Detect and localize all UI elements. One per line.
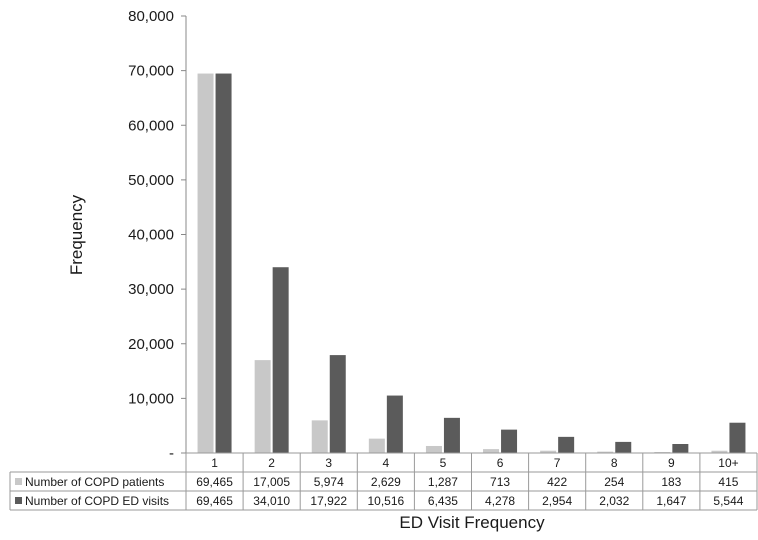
x-tick-label: 8: [611, 456, 618, 470]
data-label: 5,974: [314, 475, 344, 489]
data-label: 34,010: [253, 494, 290, 508]
data-label: 2,954: [542, 494, 572, 508]
data-label: 422: [547, 475, 567, 489]
legend-swatch: [15, 497, 22, 504]
bar-copd-ed-visits: [386, 395, 403, 453]
bar-copd-patients: [368, 438, 385, 453]
data-label: 69,465: [196, 475, 233, 489]
x-tick-label: 9: [668, 456, 675, 470]
data-label: 254: [604, 475, 624, 489]
bar-copd-patients: [597, 451, 614, 453]
bar-copd-ed-visits: [501, 429, 518, 453]
y-tick-label: 50,000: [128, 172, 174, 189]
y-tick-label: 10,000: [128, 390, 174, 407]
data-label: 10,516: [367, 494, 404, 508]
x-axis-title: ED Visit Frequency: [399, 513, 545, 532]
bar-copd-patients: [197, 73, 214, 454]
bar-copd-ed-visits: [729, 422, 746, 453]
data-label: 2,032: [599, 494, 629, 508]
y-tick-label: -: [169, 445, 174, 462]
bar-copd-ed-visits: [272, 267, 289, 453]
data-label: 69,465: [196, 494, 233, 508]
data-label: 713: [490, 475, 510, 489]
data-label: 6,435: [428, 494, 458, 508]
x-tick-label: 3: [325, 456, 332, 470]
bar-copd-ed-visits: [215, 73, 232, 454]
bar-copd-ed-visits: [615, 441, 632, 453]
legend-label: Number of COPD patients: [25, 475, 164, 489]
bar-copd-ed-visits: [443, 417, 460, 453]
data-table: 1 2 3 4 5 6 7 8 9 10+ Number of COPD patients 69,46…: [9, 452, 758, 511]
bar-copd-patients: [254, 360, 271, 453]
bar-copd-patients: [540, 450, 557, 453]
data-label: 4,278: [485, 494, 515, 508]
x-tick-label: 1: [211, 456, 218, 470]
bars: [197, 73, 746, 454]
data-label: 1,287: [428, 475, 458, 489]
data-label: 1,647: [656, 494, 686, 508]
y-tick-label: 80,000: [128, 8, 174, 25]
data-label: 17,922: [310, 494, 347, 508]
data-label: 415: [718, 475, 738, 489]
x-tick-label: 10+: [718, 456, 738, 470]
y-tick-label: 70,000: [128, 63, 174, 80]
bar-copd-patients: [483, 449, 500, 453]
legend-swatch: [15, 478, 22, 485]
bar-copd-ed-visits: [672, 444, 689, 453]
bar-copd-ed-visits: [558, 436, 575, 453]
y-axis: - 10,000 20,000 30,000 40,000 50,000 60,000 70,…: [128, 8, 187, 462]
y-axis-title: Frequency: [67, 194, 86, 275]
x-tick-label: 7: [554, 456, 561, 470]
legend-label: Number of COPD ED visits: [25, 494, 169, 508]
x-tick-label: 5: [440, 456, 447, 470]
bar-copd-patients: [425, 445, 442, 453]
x-tick-label: 6: [497, 456, 504, 470]
bar-copd-patients: [311, 420, 328, 453]
y-tick-label: 30,000: [128, 281, 174, 298]
data-label: 2,629: [371, 475, 401, 489]
y-tick-label: 60,000: [128, 117, 174, 134]
data-label: 183: [661, 475, 681, 489]
x-tick-label: 2: [268, 456, 275, 470]
data-label: 17,005: [253, 475, 290, 489]
y-tick-label: 20,000: [128, 336, 174, 353]
bar-copd-patients: [711, 450, 728, 453]
bar-copd-ed-visits: [329, 355, 346, 453]
y-tick-label: 40,000: [128, 227, 174, 244]
data-label: 5,544: [713, 494, 743, 508]
x-tick-label: 4: [383, 456, 390, 470]
